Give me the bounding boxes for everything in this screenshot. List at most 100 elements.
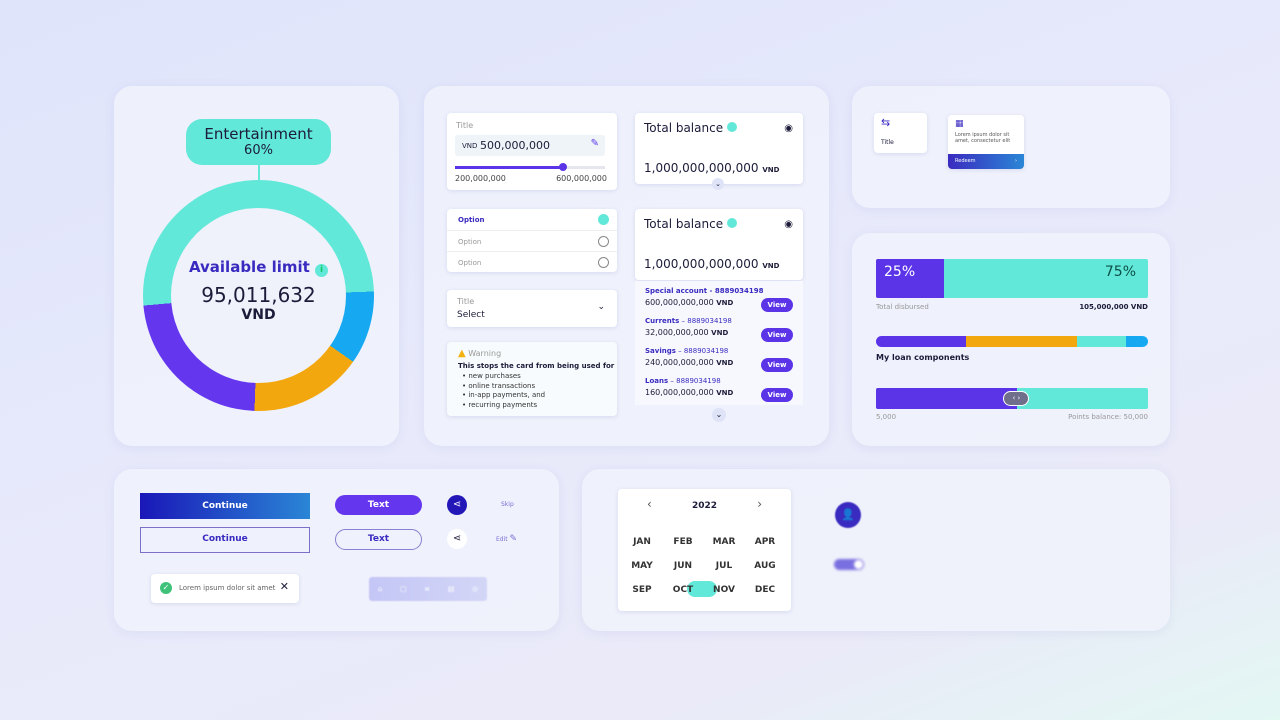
- collapse-icon[interactable]: ⌄: [712, 408, 726, 422]
- account-row: Loans – 8889034198 160,000,000,000 VND Vie…: [635, 373, 803, 403]
- select-value: Select: [457, 310, 485, 320]
- chevron-down-icon: ⌄: [597, 302, 605, 312]
- text-outline-button[interactable]: Text: [335, 529, 422, 550]
- share-outline-button[interactable]: ⋖: [447, 529, 467, 549]
- month-sep[interactable]: SEP: [632, 585, 652, 595]
- share-button[interactable]: ⋖: [447, 495, 467, 515]
- month-jan[interactable]: JAN: [633, 537, 651, 547]
- promo-tile: ▦ Lorem ipsum dolor sit amet, consectetu…: [948, 115, 1024, 169]
- skip-link[interactable]: Skip: [501, 501, 514, 508]
- balance-card-expanded: Total balance ◉ 1,000,000,000,000 VND: [635, 209, 803, 280]
- option-item[interactable]: Option: [447, 209, 617, 230]
- radio-icon[interactable]: [598, 257, 609, 268]
- profile-icon[interactable]: ◎: [472, 585, 479, 593]
- limit-currency: VND: [241, 307, 276, 323]
- month-oct[interactable]: OCT: [672, 585, 694, 595]
- transfer-tile[interactable]: ⇆ Title: [874, 113, 927, 153]
- wallet-icon[interactable]: ▤: [447, 585, 455, 593]
- continue-button[interactable]: Continue: [140, 493, 310, 519]
- next-year-button[interactable]: ›: [757, 497, 762, 511]
- loan-component-segment: [965, 336, 1078, 347]
- view-button[interactable]: View: [761, 298, 793, 312]
- radio-icon[interactable]: [598, 236, 609, 247]
- card-icon[interactable]: ▢: [399, 585, 407, 593]
- points-min: 5,000: [876, 413, 897, 421]
- month-may[interactable]: MAY: [631, 561, 653, 571]
- balance-amount: 1,000,000,000,000: [644, 257, 759, 271]
- balance-title: Total balance: [644, 217, 724, 231]
- category-percent: 60%: [244, 143, 273, 158]
- slider-handle[interactable]: [559, 163, 567, 171]
- transfer-icon[interactable]: ≡: [424, 585, 431, 593]
- points-slider[interactable]: ‹ ›: [876, 388, 1148, 409]
- warning-title: Warning: [468, 349, 502, 358]
- edit-link[interactable]: Edit ✎: [496, 534, 518, 544]
- info-icon[interactable]: [726, 122, 737, 132]
- continue-outline-button[interactable]: Continue: [140, 527, 310, 553]
- calendar-panel: ‹ 2022 › JAN FEB MAR APR MAY JUN JUL AUG SEP OCT N…: [582, 469, 1170, 631]
- warning-card: ▲ Warning This stops the card from being…: [447, 342, 617, 416]
- option-list: Option Option Option: [447, 209, 617, 272]
- toast-message: Lorem ipsum dolor sit amet: [179, 584, 276, 592]
- info-icon[interactable]: i: [315, 264, 329, 277]
- month-apr[interactable]: APR: [754, 537, 776, 547]
- remaining-percent: 75%: [1104, 264, 1136, 280]
- avatar[interactable]: 👤: [835, 502, 861, 528]
- year-label: 2022: [691, 501, 718, 511]
- buttons-panel: Continue Continue Text Text ⋖ ⋖ Skip Edi…: [114, 469, 559, 631]
- view-button[interactable]: View: [761, 358, 793, 372]
- amount-slider[interactable]: [455, 163, 605, 171]
- amount-input[interactable]: VND 500,000,000 ✎: [455, 135, 605, 156]
- info-icon[interactable]: [726, 218, 737, 228]
- share-icon: ⋖: [452, 499, 462, 510]
- redeem-button[interactable]: Redeem ›: [948, 154, 1024, 169]
- loan-components-label: My loan components: [876, 353, 970, 362]
- month-feb[interactable]: FEB: [673, 537, 693, 547]
- category-bubble: Entertainment 60%: [186, 119, 331, 165]
- prev-year-button[interactable]: ‹: [647, 497, 652, 511]
- balance-card: Total balance ◉ 1,000,000,000,000 VND ⌄: [635, 113, 803, 190]
- warning-list: • new purchases • online transactions • in…: [462, 372, 545, 410]
- pencil-icon[interactable]: ✎: [590, 138, 599, 149]
- view-button[interactable]: View: [761, 388, 793, 402]
- month-aug[interactable]: AUG: [754, 561, 776, 571]
- eye-icon[interactable]: ◉: [784, 219, 793, 230]
- bottom-nav-bar[interactable]: ⌂ ▢ ≡ ▤ ◎: [369, 577, 487, 601]
- tile-title: Title: [881, 139, 894, 146]
- month-jun[interactable]: JUN: [673, 561, 693, 571]
- text-button[interactable]: Text: [335, 495, 422, 515]
- loan-component-segment: [1077, 336, 1127, 347]
- view-button[interactable]: View: [761, 328, 793, 342]
- available-limit-label: Available limit: [188, 258, 310, 276]
- select-dropdown[interactable]: Title Select ⌄: [447, 290, 617, 327]
- month-jul[interactable]: JUL: [715, 561, 733, 571]
- points-balance: Points balance: 50,000: [1068, 413, 1148, 421]
- option-label: Option: [458, 216, 485, 224]
- month-mar[interactable]: MAR: [712, 537, 736, 547]
- slider-max: 600,000,000: [556, 174, 607, 183]
- loan-component-segment: [876, 336, 966, 347]
- expand-icon[interactable]: ⌄: [712, 178, 724, 190]
- warning-item: • recurring payments: [462, 400, 538, 409]
- balance-title: Total balance: [644, 121, 724, 135]
- warning-item: • online transactions: [462, 381, 536, 390]
- share-icon: ⋖: [452, 533, 462, 544]
- month-dec[interactable]: DEC: [754, 585, 776, 595]
- slider-handle[interactable]: ‹ ›: [1003, 391, 1030, 406]
- slider-title: Title: [456, 121, 474, 130]
- toggle-switch[interactable]: [834, 559, 864, 570]
- close-icon[interactable]: ✕: [279, 580, 289, 593]
- loan-components-bar: [876, 336, 1148, 347]
- check-circle-icon[interactable]: [598, 214, 609, 225]
- eye-icon[interactable]: ◉: [784, 123, 793, 134]
- option-item[interactable]: Option: [447, 230, 617, 251]
- month-nov[interactable]: NOV: [713, 585, 735, 595]
- tiles-panel: ⇆ Title ▦ Lorem ipsum dolor sit amet, co…: [852, 86, 1170, 208]
- option-label: Option: [458, 238, 482, 246]
- option-item[interactable]: Option: [447, 251, 617, 272]
- transfer-icon: ⇆: [881, 116, 891, 129]
- amount-value: 500,000,000: [480, 139, 550, 152]
- progress-panel: 25% 75% Total disbursed 105,000,000 VND …: [852, 233, 1170, 446]
- home-icon[interactable]: ⌂: [377, 585, 383, 593]
- connector: [258, 165, 260, 181]
